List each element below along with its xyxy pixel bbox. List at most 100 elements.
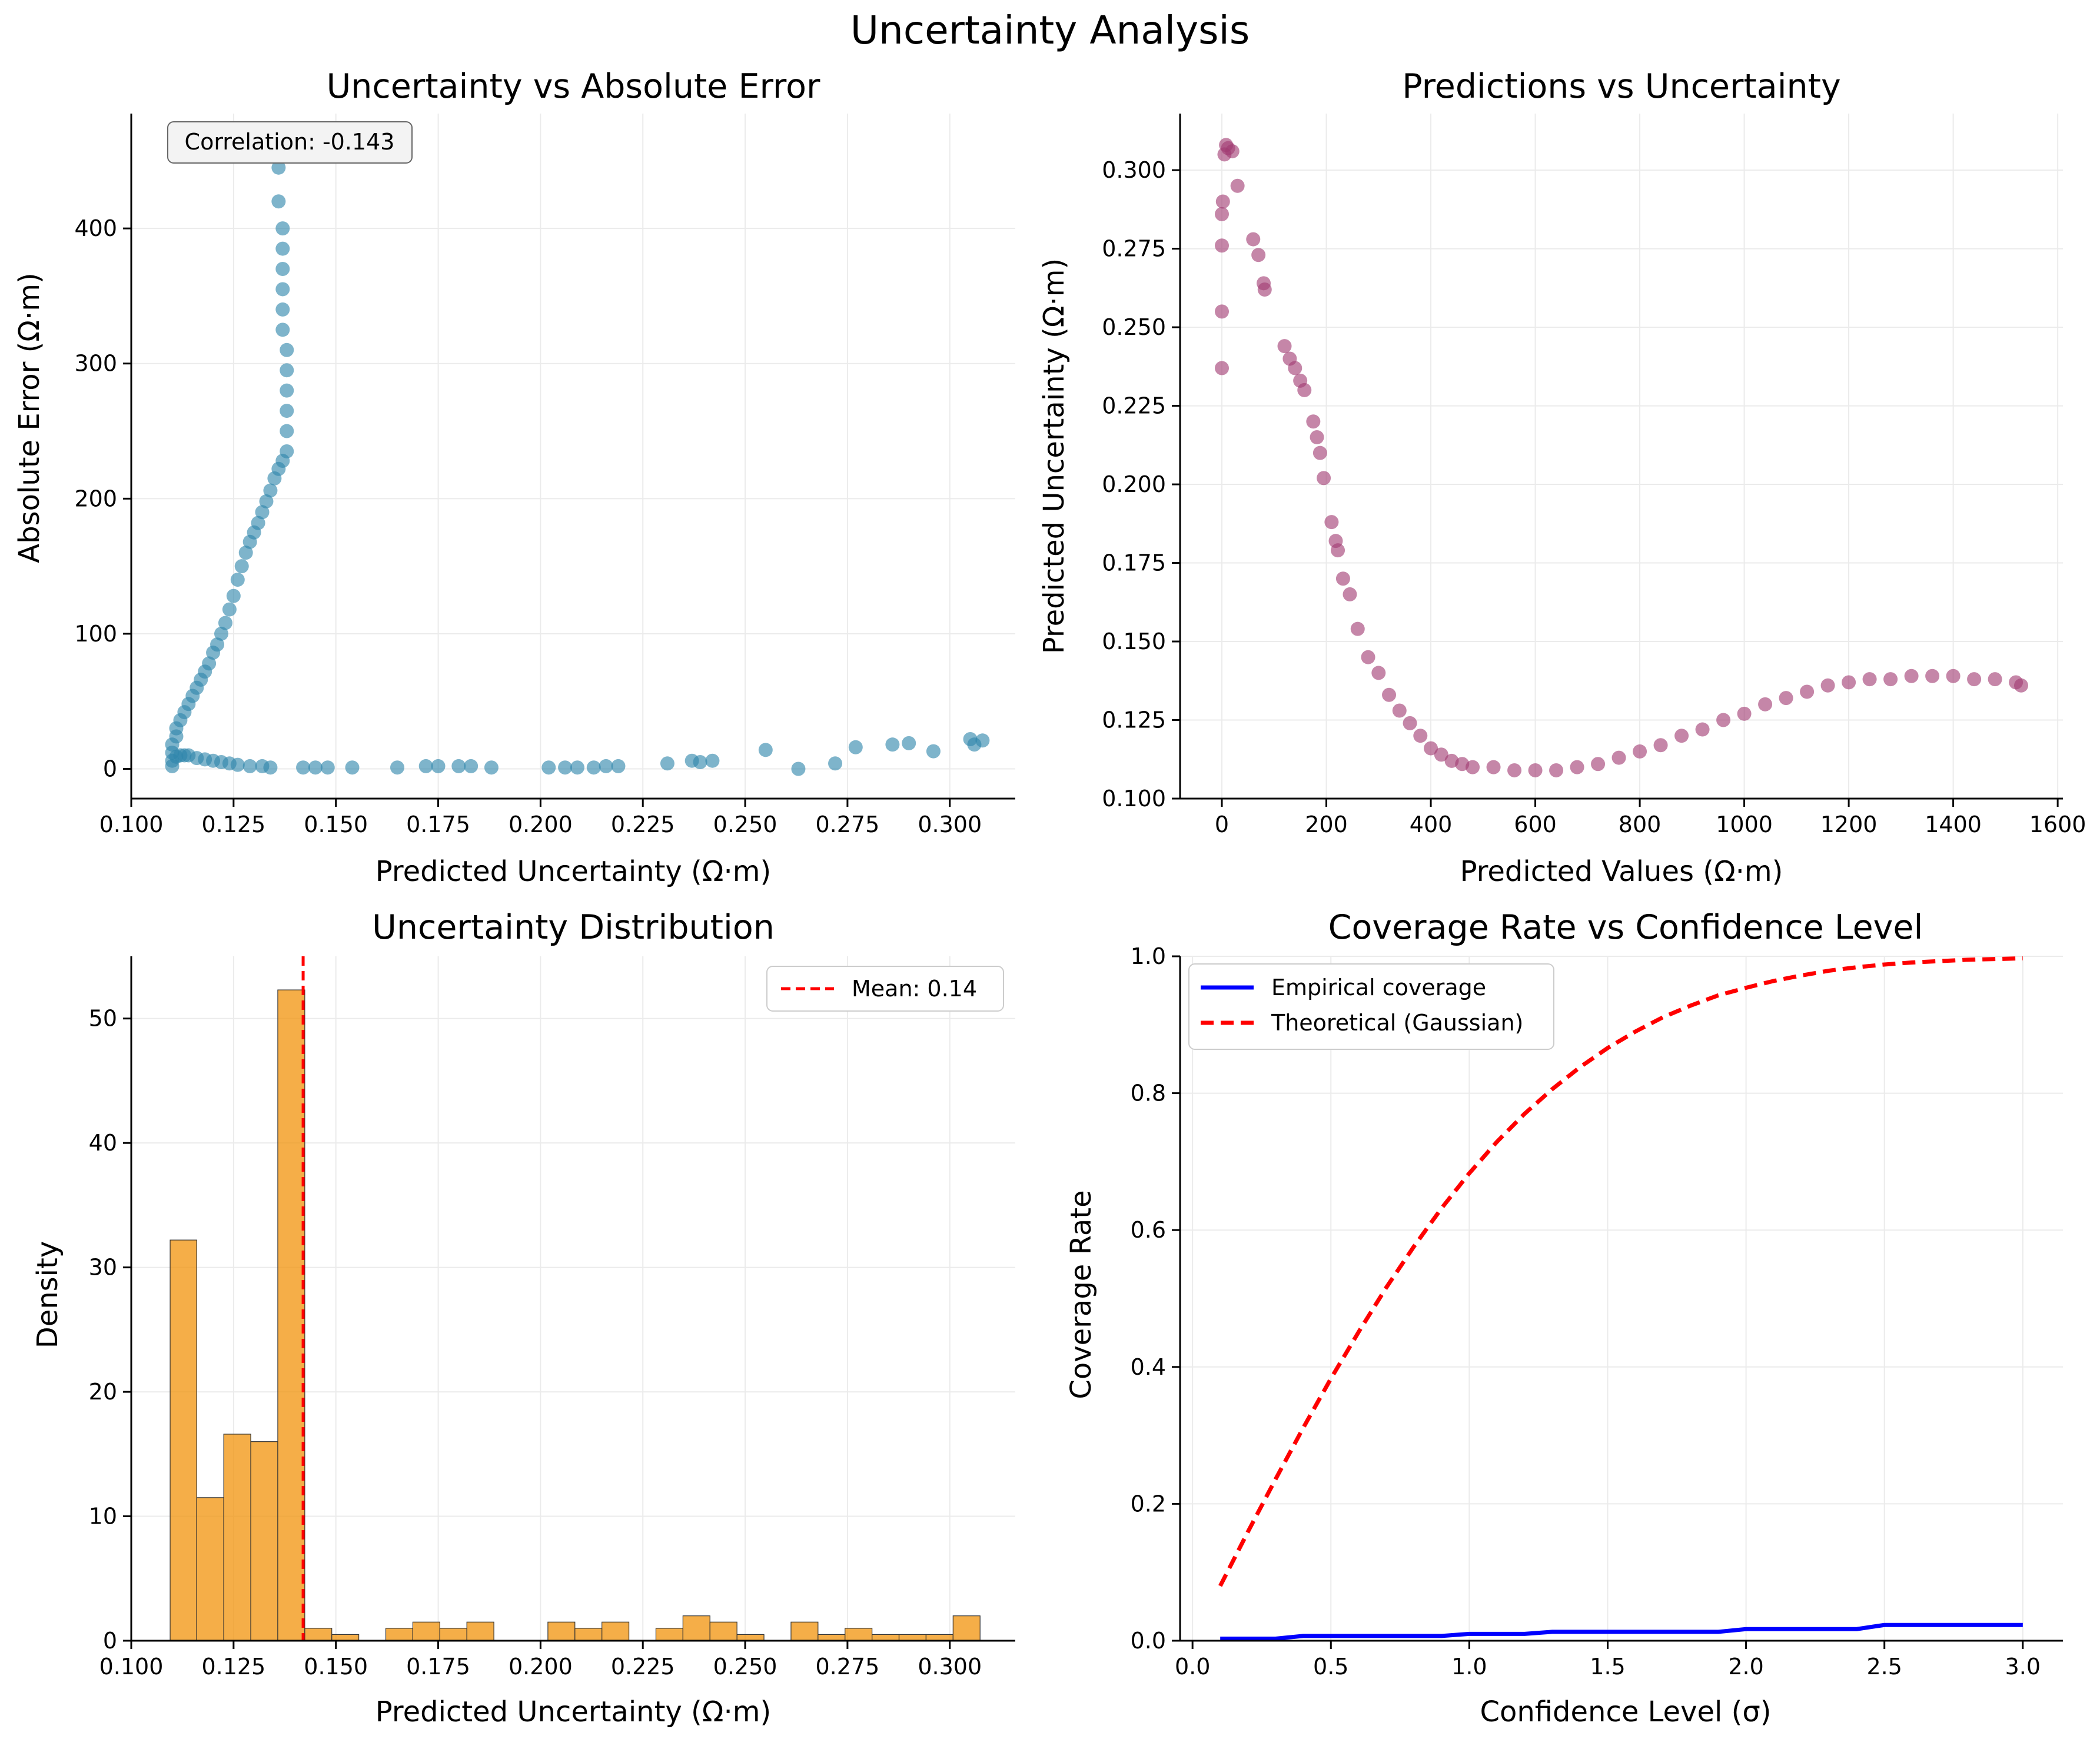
scatter-point (1591, 757, 1606, 772)
histogram-bars (170, 956, 981, 1641)
scatter-point (1335, 571, 1350, 586)
scatter-point (259, 494, 274, 508)
scatter-point (791, 762, 806, 776)
correlation-annotation: Correlation: -0.143 (167, 121, 413, 164)
x-tick-label: 600 (1514, 812, 1557, 837)
scatter-point (828, 756, 843, 771)
histogram-bar (223, 1434, 251, 1641)
scatter-point (1925, 669, 1940, 683)
x-tick-label: 0.150 (304, 812, 368, 837)
scatter-points (1215, 138, 2028, 777)
scatter-point (1392, 703, 1407, 718)
panel-coverage-rate: 0.0 0.5 1.0 1.5 2.0 2.5 3.00.00.20.40.60.81.0 … (1065, 908, 2063, 1728)
scatter-point (202, 656, 217, 671)
y-tick-label: 0.125 (1102, 707, 1166, 733)
panel-uncertainty-distribution: 0.100 0.125 0.150 0.175 0.200 0.225 0.250 0.275… (31, 908, 1015, 1728)
y-tick-label: 40 (89, 1130, 117, 1156)
scatter-point (1549, 763, 1564, 777)
y-tick-label: 0.100 (1102, 786, 1166, 812)
scatter-point (464, 759, 479, 773)
panel3-xlabel: Predicted Uncertainty (Ω·m) (376, 1695, 771, 1728)
scatter-point (1633, 744, 1647, 759)
legend-empirical-label: Empirical coverage (1271, 975, 1486, 1000)
scatter-point (1820, 678, 1835, 693)
histogram-bar (898, 1634, 927, 1641)
y-tick-label: 100 (74, 621, 117, 647)
panel2-title: Predictions vs Uncertainty (1402, 67, 1841, 106)
x-tick-label: 0.175 (406, 1654, 470, 1680)
x-tick-label: 0.175 (406, 812, 470, 837)
scatter-point (275, 322, 290, 337)
y-tick-label: 0.150 (1102, 629, 1166, 654)
scatter-point (848, 740, 863, 754)
panel1-xlabel: Predicted Uncertainty (Ω·m) (376, 855, 771, 888)
scatter-point (1486, 760, 1501, 774)
scatter-point (1251, 248, 1266, 262)
histogram-bar (952, 1615, 981, 1641)
legend-theoretical-label: Theoretical (Gaussian) (1271, 1010, 1523, 1036)
y-tick-label: 0.0 (1131, 1628, 1166, 1654)
scatter-point (234, 559, 249, 574)
x-tick-label: 2.0 (1728, 1654, 1763, 1680)
x-tick-label: 0.5 (1313, 1654, 1348, 1680)
scatter-point (275, 262, 290, 277)
histogram-bar (736, 1634, 765, 1641)
scatter-point (1382, 687, 1397, 702)
y-tick-label: 20 (89, 1379, 117, 1405)
scatter-point (1842, 675, 1856, 690)
coverage-lines (1218, 956, 2023, 1641)
scatter-point (280, 444, 294, 458)
x-tick-label: 0 (1215, 812, 1229, 837)
y-tick-label: 0.2 (1131, 1491, 1166, 1517)
legend-mean-label: Mean: 0.14 (852, 976, 977, 1002)
scatter-point (570, 760, 584, 775)
legend: Empirical coverage Theoretical (Gaussian… (1188, 963, 1554, 1050)
scatter-point (902, 736, 916, 750)
y-tick-label: 400 (74, 215, 117, 241)
scatter-point (431, 759, 446, 773)
scatter-point (1343, 587, 1357, 601)
y-tick-label: 0.275 (1102, 236, 1166, 262)
scatter-point (263, 483, 278, 498)
histogram-bar (250, 1441, 278, 1641)
histogram-bar (196, 1497, 224, 1641)
scatter-point (238, 546, 253, 560)
x-tick-label: 0.200 (509, 812, 573, 837)
x-tick-label: 1600 (2029, 812, 2086, 837)
scatter-point (1297, 383, 1312, 397)
x-tick-label: 0.300 (918, 812, 982, 837)
scatter-point (218, 616, 232, 630)
x-tick-label: 0.225 (611, 1654, 675, 1680)
panel2-ylabel: Predicted Uncertainty (Ω·m) (1038, 258, 1071, 654)
panel4-title: Coverage Rate vs Confidence Level (1328, 908, 1923, 947)
histogram-bar (466, 1621, 494, 1641)
panel-predictions-vs-uncertainty: 0 200 400 600 800 1000 1200 1400 1600 0.100 0.125 0… (1038, 67, 2086, 888)
histogram-bar (845, 1628, 873, 1641)
scatter-point (1988, 672, 2002, 687)
scatter-point (599, 759, 613, 773)
histogram-bar (385, 1628, 414, 1641)
scatter-point (1288, 361, 1302, 375)
x-tick-label: 0.100 (99, 1654, 164, 1680)
panel1-ylabel: Absolute Error (Ω·m) (13, 272, 46, 563)
scatter-point (1361, 650, 1375, 664)
y-tick-label: 30 (89, 1255, 117, 1281)
scatter-point (1215, 207, 1230, 221)
scatter-point (418, 759, 433, 773)
scatter-point (1413, 729, 1428, 743)
x-tick-label: 800 (1619, 812, 1662, 837)
scatter-point (263, 760, 278, 775)
y-tick-label: 50 (89, 1006, 117, 1032)
scatter-point (280, 404, 294, 418)
histogram-bar (709, 1621, 737, 1641)
scatter-point (1674, 729, 1689, 743)
scatter-point (1257, 282, 1272, 297)
scatter-point (1277, 339, 1292, 354)
histogram-bar (790, 1621, 819, 1641)
x-tick-label: 0.250 (713, 1654, 777, 1680)
scatter-point (1779, 691, 1793, 706)
scatter-point (390, 760, 404, 775)
x-tick-label: 0.275 (815, 812, 879, 837)
scatter-point (926, 744, 941, 759)
y-tick-label: 0 (103, 1628, 117, 1654)
